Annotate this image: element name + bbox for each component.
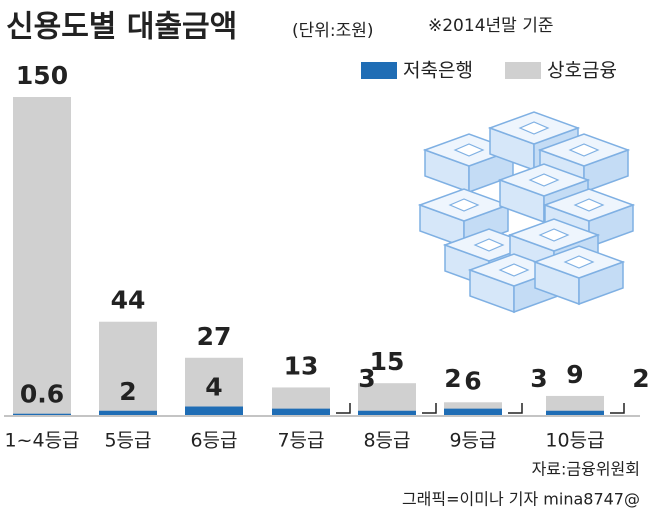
x-tick-label: 5등급 <box>104 430 151 452</box>
value-label: 6 <box>464 366 481 395</box>
chart-note: ※2014년말 기준 <box>428 16 553 36</box>
bar <box>546 395 604 415</box>
bar <box>185 357 243 415</box>
value-label: 2 <box>632 364 649 393</box>
legend-label: 상호금융 <box>547 60 617 82</box>
value-label: 9 <box>566 360 583 389</box>
chart-subtitle: (단위:조원) <box>292 21 374 41</box>
value-label: 4 <box>205 373 222 402</box>
value-label: 15 <box>370 347 405 376</box>
value-label: 27 <box>197 322 232 351</box>
bar <box>546 410 604 415</box>
bar <box>13 413 71 415</box>
x-tick-label: 1~4등급 <box>4 430 79 452</box>
x-tick-label: 7등급 <box>277 430 324 452</box>
label-leader <box>610 403 625 414</box>
credit: 그래픽=이미나 기자 mina8747@ <box>402 490 640 509</box>
bar <box>272 408 330 415</box>
legend-swatch <box>361 62 397 79</box>
x-tick-label: 6등급 <box>190 430 237 452</box>
source: 자료:금융위원회 <box>532 460 640 479</box>
label-leader <box>508 403 523 414</box>
value-label: 13 <box>284 351 319 380</box>
bar <box>358 383 416 415</box>
value-label: 0.6 <box>20 380 64 409</box>
legend-label: 저축은행 <box>403 60 473 82</box>
legend-swatch <box>505 62 541 79</box>
label-leader <box>336 403 351 414</box>
x-tick-label: 9등급 <box>449 430 496 452</box>
chart-title: 신용도별 대출금액 <box>6 10 237 45</box>
value-label: 3 <box>358 364 375 393</box>
bar <box>185 406 243 415</box>
value-label: 2 <box>119 377 136 406</box>
bar <box>99 410 157 415</box>
value-label: 2 <box>444 364 461 393</box>
bar <box>13 97 71 415</box>
value-label: 150 <box>16 61 68 90</box>
label-leader <box>422 403 437 414</box>
value-label: 3 <box>530 364 547 393</box>
value-label: 44 <box>111 286 146 315</box>
bar <box>358 410 416 415</box>
x-tick-label: 8등급 <box>363 430 410 452</box>
bar <box>444 408 502 415</box>
x-tick-label: 10등급 <box>545 430 604 452</box>
money-illustration <box>419 111 634 313</box>
bar <box>99 321 157 415</box>
